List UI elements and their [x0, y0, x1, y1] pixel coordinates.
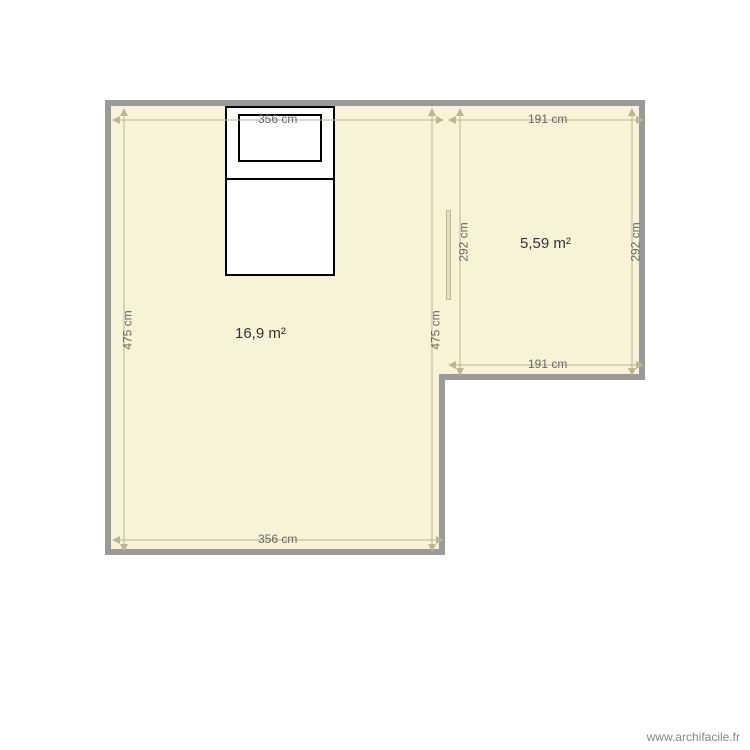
area-label-side: 5,59 m² — [520, 235, 571, 252]
dimension-lines — [0, 0, 750, 750]
watermark: www.archifacile.fr — [647, 730, 740, 744]
dim-side-right: 292 cm — [629, 222, 643, 261]
dim-side-left: 292 cm — [457, 222, 471, 261]
dim-main-left: 475 cm — [121, 310, 135, 349]
dim-side-bottom: 191 cm — [528, 357, 567, 371]
dim-main-bottom: 356 cm — [258, 532, 297, 546]
dim-main-top: 356 cm — [258, 112, 297, 126]
area-label-main: 16,9 m² — [235, 325, 286, 342]
floorplan-canvas: 16,9 m² 5,59 m² 356 cm 356 cm 475 cm 475… — [0, 0, 750, 750]
dim-main-right: 475 cm — [429, 310, 443, 349]
dim-side-top: 191 cm — [528, 112, 567, 126]
